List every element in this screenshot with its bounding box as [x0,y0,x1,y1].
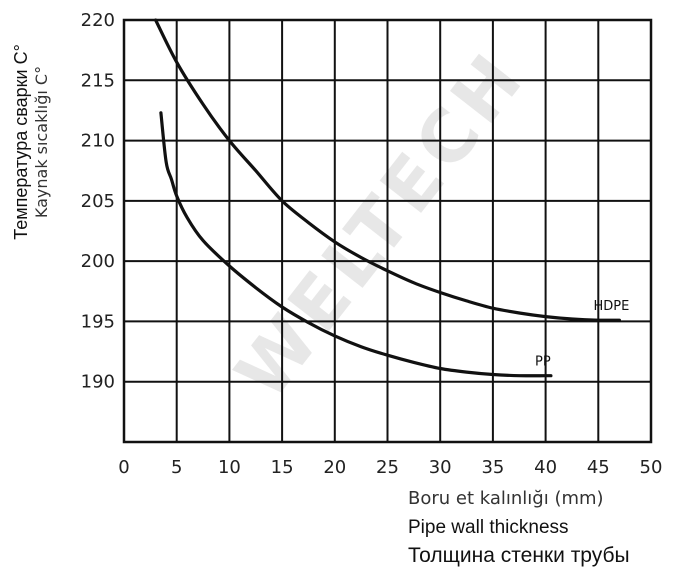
plot-frame [122,18,653,444]
x-tick-label-0: 0 [118,457,129,478]
x-tick-label-4: 20 [323,457,346,478]
x-tick-label-6: 30 [429,457,452,478]
y-tick-label-3: 205 [81,191,115,212]
y-axis-label-1: Температура сварки C° [11,44,31,240]
x-tick-label-1: 5 [171,457,182,478]
y-tick-label-0: 190 [81,372,115,393]
series: HDPE PP [154,18,629,378]
x-axis-label-1: Boru et kalınlığı (mm) [408,488,604,509]
x-tick-label-10: 50 [640,457,663,478]
x-tick-label-7: 35 [481,457,504,478]
y-tick-label-1: 195 [81,311,115,332]
y-tick-labels: 190 195 200 205 210 215 220 [81,10,115,393]
x-axis-label-2: Pipe wall thickness [408,517,569,538]
y-tick-label-2: 200 [81,251,115,272]
x-tick-label-8: 40 [534,457,557,478]
series-label-hdpe: HDPE [593,299,629,314]
series-line-pp [159,111,553,378]
x-tick-label-5: 25 [376,457,399,478]
x-tick-label-9: 45 [587,457,610,478]
grid [122,18,653,444]
x-tick-label-3: 15 [271,457,294,478]
x-tick-label-2: 10 [218,457,241,478]
y-tick-label-4: 210 [81,131,115,152]
x-tick-labels: 0 5 10 15 20 25 30 35 40 45 50 [118,457,662,478]
series-label-pp: PP [535,355,551,370]
series-line-hdpe [154,18,621,322]
y-tick-label-6: 220 [81,10,115,31]
x-axis-label-3: Толщина стенки трубы [408,544,630,567]
y-tick-label-5: 215 [81,70,115,91]
y-axis-label-2: Kaynak sıcaklığı C° [32,66,51,218]
